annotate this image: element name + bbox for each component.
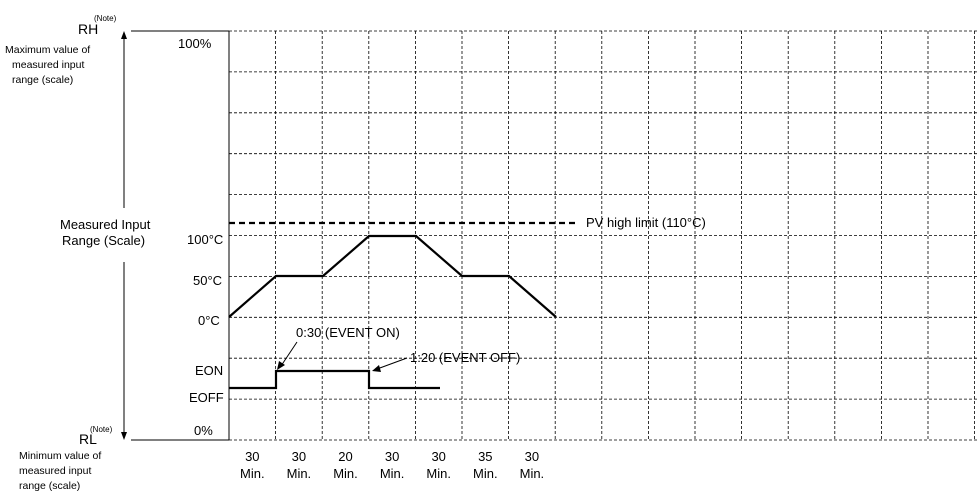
rl-label: RL <box>79 431 97 447</box>
range-arrow-up-head <box>121 31 127 39</box>
segment-minutes: 35 <box>478 449 492 464</box>
temperature-profile-line <box>228 234 557 318</box>
rh-desc-line-1: Maximum value of <box>5 44 90 56</box>
segment-unit: Min. <box>240 466 265 481</box>
y-label-eoff: EOFF <box>189 390 224 405</box>
rh-note: (Note) <box>94 14 117 23</box>
segment-unit: Min. <box>333 466 358 481</box>
event-signal-line <box>229 369 440 390</box>
event-off-arrow-head <box>372 365 381 372</box>
event-on-leader <box>280 341 298 367</box>
range-label-line-1: Measured Input <box>60 217 151 232</box>
event-on-arrow-head <box>277 361 285 370</box>
y-label-eon: EON <box>195 363 223 378</box>
event-off-label: 1:20 (EVENT OFF) <box>410 350 520 365</box>
rh-desc-line-2: measured input <box>12 59 84 71</box>
pv-high-limit-label: PV high limit (110°C) <box>586 215 706 230</box>
event-on-label: 0:30 (EVENT ON) <box>296 325 400 340</box>
segment-unit: Min. <box>426 466 451 481</box>
rl-desc-line-3: range (scale) <box>19 480 80 492</box>
rh-label: RH <box>78 21 98 37</box>
segment-minutes: 30 <box>385 449 399 464</box>
y-label-0-percent: 0% <box>194 423 213 438</box>
segment-unit: Min. <box>473 466 498 481</box>
range-arrow-down-head <box>121 432 127 440</box>
segment-minutes: 20 <box>338 449 352 464</box>
segment-unit: Min. <box>287 466 312 481</box>
segment-unit: Min. <box>520 466 545 481</box>
segment-minutes: 30 <box>431 449 445 464</box>
chart-grid <box>229 30 979 441</box>
rl-note: (Note) <box>90 425 113 434</box>
y-label-50c: 50°C <box>193 273 222 288</box>
range-label-line-2: Range (Scale) <box>62 233 145 248</box>
segment-unit: Min. <box>380 466 405 481</box>
rl-desc-line-1: Minimum value of <box>19 450 101 462</box>
segment-minutes: 30 <box>525 449 539 464</box>
rh-desc-line-3: range (scale) <box>12 74 73 86</box>
y-label-100-percent: 100% <box>178 36 212 51</box>
rl-desc-line-2: measured input <box>19 465 91 477</box>
y-label-0c: 0°C <box>198 313 220 328</box>
y-label-100c: 100°C <box>187 232 223 247</box>
segment-minutes: 30 <box>245 449 259 464</box>
segment-minutes: 30 <box>292 449 306 464</box>
time-segment-labels: 30 Min. 30 Min. 20 Min. 30 Min. 30 Min. 35 Min. 30 Mi… <box>240 449 544 481</box>
event-off-leader <box>376 357 408 370</box>
